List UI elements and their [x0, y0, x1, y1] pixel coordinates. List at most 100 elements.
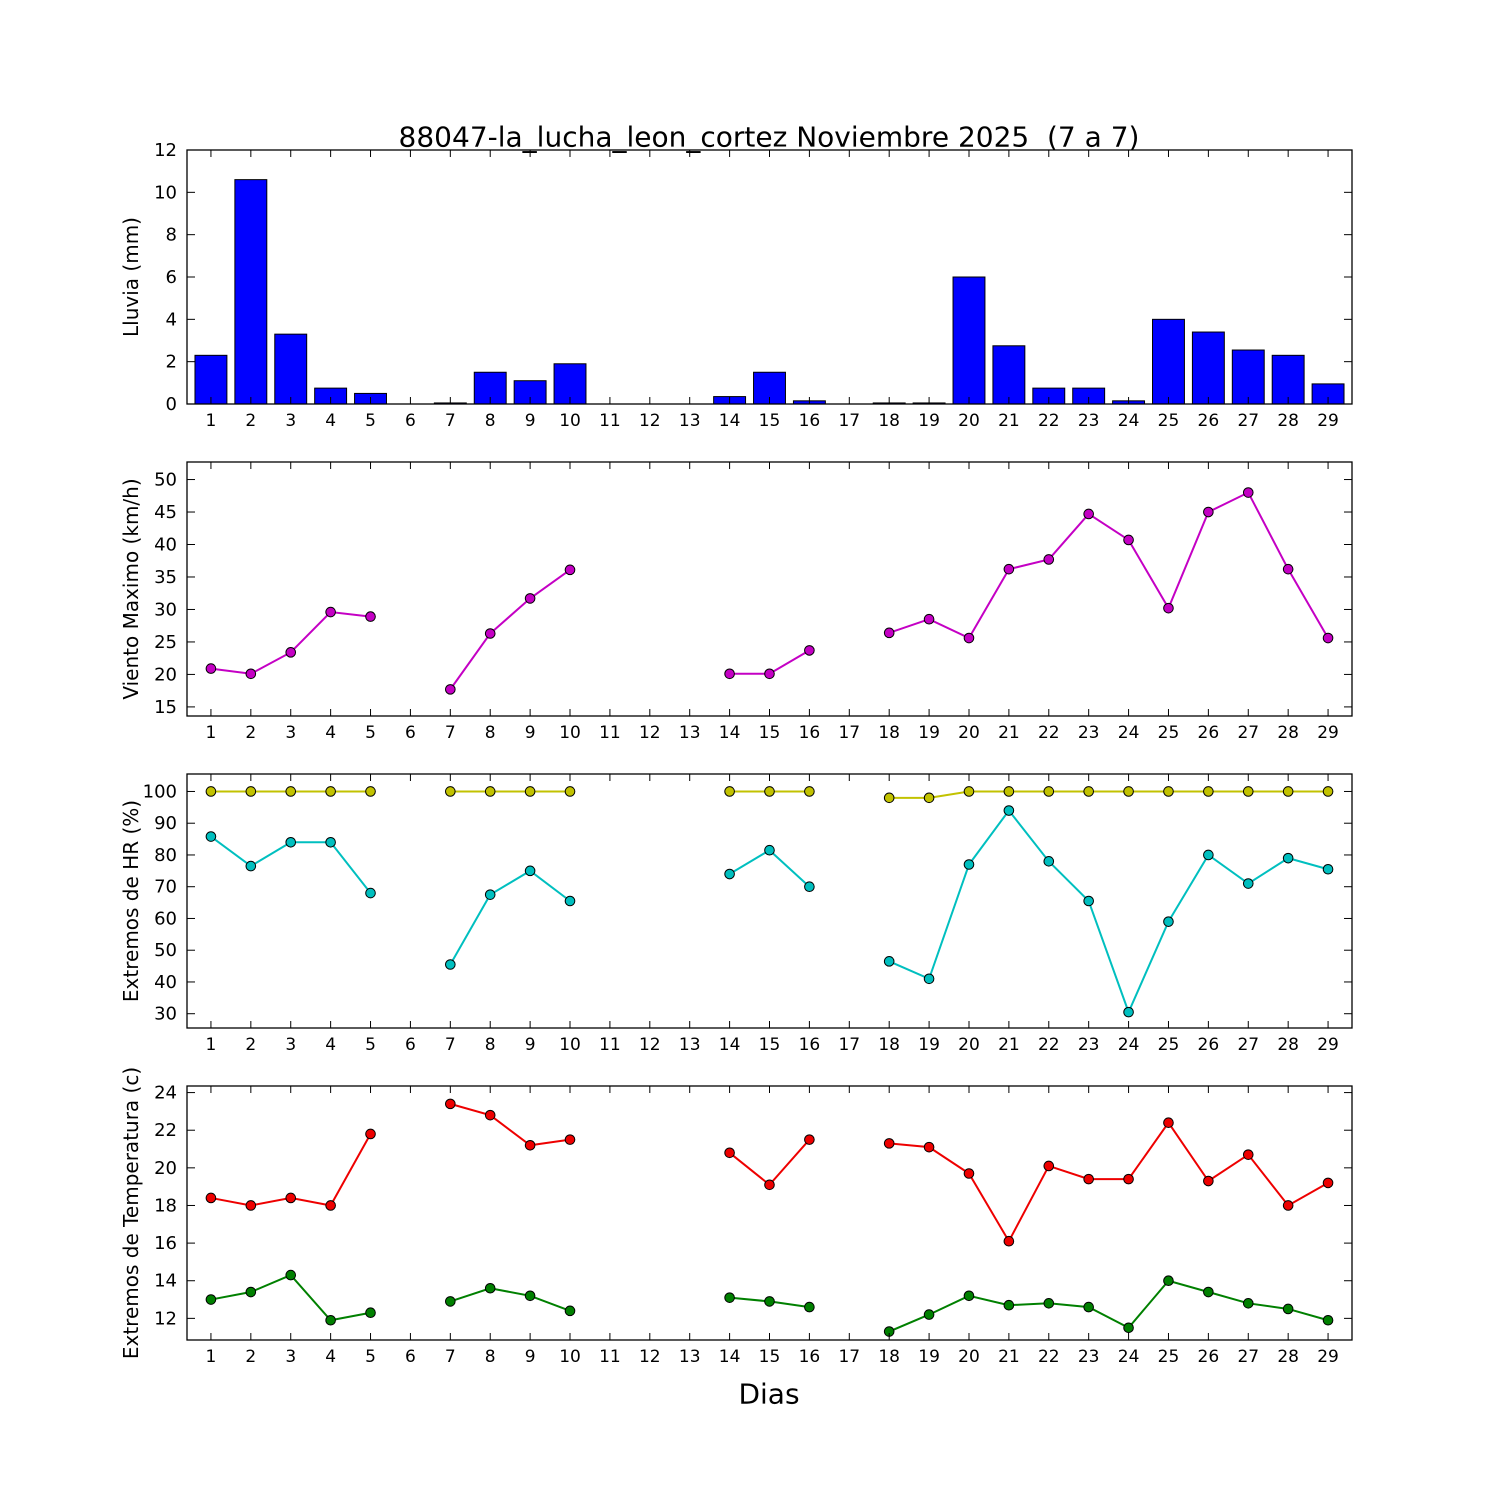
x-tick-label: 26 [1198, 1035, 1220, 1055]
x-tick-label: 16 [799, 1347, 821, 1367]
marker-hr_minima-day-5 [365, 887, 376, 899]
marker-temp_maxima-day-10 [564, 1134, 576, 1145]
x-tick-label: 1 [206, 1347, 217, 1367]
marker-temp_maxima-day-1 [205, 1192, 217, 1204]
y-tick-label: 4 [166, 309, 177, 330]
x-tick-label: 25 [1158, 411, 1180, 431]
x-tick-label: 9 [525, 723, 536, 743]
marker-temp_minima-day-5 [365, 1307, 376, 1319]
marker-viento_maximo-day-29 [1322, 632, 1334, 644]
marker-temp_maxima-day-2 [245, 1200, 257, 1211]
marker-hr_maxima-day-9 [524, 786, 536, 797]
x-tick-label: 17 [838, 1347, 860, 1367]
y-tick-label: 100 [143, 781, 177, 802]
y-tick-label: 40 [154, 535, 177, 556]
marker-temp_minima-day-29 [1322, 1314, 1334, 1326]
y-tick-label: 50 [154, 470, 177, 491]
x-tick-label: 3 [285, 1347, 296, 1367]
x-tick-label: 23 [1078, 1035, 1100, 1055]
marker-viento_maximo-day-18 [883, 627, 895, 639]
bar-day-28 [1271, 354, 1305, 405]
x-tick-label: 23 [1078, 1347, 1100, 1367]
marker-hr_maxima-day-16 [804, 786, 815, 797]
marker-temp_minima-day-28 [1282, 1303, 1294, 1315]
marker-temp_minima-day-10 [564, 1305, 576, 1317]
marker-temp_minima-day-7 [445, 1296, 456, 1307]
y-tick-label: 22 [154, 1120, 177, 1141]
marker-hr_maxima-day-4 [325, 786, 336, 797]
x-tick-label: 5 [365, 1035, 376, 1055]
marker-viento_maximo-day-19 [923, 613, 935, 625]
x-tick-label: 29 [1317, 723, 1339, 743]
x-tick-label: 19 [918, 411, 940, 431]
marker-temp_minima-day-25 [1163, 1275, 1174, 1287]
marker-temp_maxima-day-24 [1123, 1173, 1134, 1185]
marker-hr_maxima-day-26 [1203, 786, 1214, 797]
x-tick-label: 18 [878, 411, 900, 431]
y-tick-label: 6 [166, 267, 177, 288]
x-tick-label: 8 [485, 411, 496, 431]
marker-temp_minima-day-1 [205, 1294, 217, 1305]
bar-day-1 [194, 354, 228, 405]
x-tick-label: 26 [1198, 1347, 1220, 1367]
marker-viento_maximo-day-1 [205, 663, 217, 674]
x-tick-label: 14 [719, 411, 741, 431]
marker-viento_maximo-day-3 [285, 647, 297, 658]
marker-hr_minima-day-7 [445, 959, 456, 970]
x-tick-label: 2 [245, 411, 256, 431]
x-tick-label: 28 [1277, 723, 1299, 743]
x-tick-label: 24 [1118, 1035, 1140, 1055]
x-tick-label: 1 [206, 1035, 217, 1055]
x-tick-label: 27 [1237, 1347, 1259, 1367]
marker-temp_maxima-day-4 [325, 1200, 336, 1211]
marker-hr_minima-day-1 [205, 831, 217, 842]
x-tick-label: 3 [285, 723, 296, 743]
x-tick-label: 26 [1198, 411, 1220, 431]
marker-viento_maximo-day-15 [764, 668, 775, 680]
marker-viento_maximo-day-5 [365, 611, 376, 622]
x-tick-label: 5 [365, 1347, 376, 1367]
x-tick-label: 14 [719, 723, 741, 743]
x-tick-label: 10 [559, 723, 581, 743]
x-tick-label: 22 [1038, 1347, 1060, 1367]
marker-temp_minima-day-19 [923, 1309, 935, 1320]
x-tick-label: 8 [485, 1347, 496, 1367]
x-tick-label: 2 [245, 723, 256, 743]
chart-title: 88047-la_lucha_leon_cortez Noviembre 202… [398, 120, 1140, 154]
x-tick-label: 15 [759, 1035, 781, 1055]
marker-hr_minima-day-14 [724, 868, 735, 880]
marker-hr_maxima-day-21 [1003, 786, 1015, 797]
marker-viento_maximo-day-7 [445, 684, 456, 695]
marker-hr_maxima-day-15 [764, 786, 775, 797]
x-tick-label: 7 [445, 723, 456, 743]
marker-hr_minima-day-25 [1163, 916, 1174, 927]
x-tick-label: 9 [525, 1035, 536, 1055]
marker-viento_maximo-day-26 [1203, 506, 1214, 518]
series-hr_minima [205, 805, 1334, 1018]
marker-viento_maximo-day-8 [484, 628, 496, 639]
x-tick-label: 21 [998, 1035, 1020, 1055]
marker-hr_maxima-day-24 [1123, 786, 1134, 797]
marker-viento_maximo-day-10 [564, 564, 576, 576]
marker-hr_maxima-day-3 [285, 786, 297, 797]
x-tick-label: 23 [1078, 723, 1100, 743]
x-tick-label: 7 [445, 1035, 456, 1055]
x-tick-label: 22 [1038, 1035, 1060, 1055]
marker-temp_minima-day-4 [325, 1314, 336, 1326]
marker-viento_maximo-day-9 [524, 593, 536, 604]
marker-temp_maxima-day-8 [484, 1109, 496, 1121]
x-tick-label: 23 [1078, 411, 1100, 431]
marker-temp_minima-day-27 [1242, 1298, 1254, 1309]
marker-hr_minima-day-4 [325, 836, 336, 848]
x-tick-label: 13 [679, 723, 701, 743]
x-tick-label: 18 [878, 723, 900, 743]
marker-temp_minima-day-8 [484, 1282, 496, 1294]
x-tick-label: 4 [325, 411, 336, 431]
bar-day-27 [1231, 349, 1265, 405]
marker-temp_maxima-day-3 [285, 1192, 297, 1204]
marker-hr_minima-day-23 [1083, 895, 1094, 907]
x-tick-label: 16 [799, 411, 821, 431]
x-tick-label: 3 [285, 1035, 296, 1055]
marker-temp_minima-day-16 [804, 1301, 815, 1313]
